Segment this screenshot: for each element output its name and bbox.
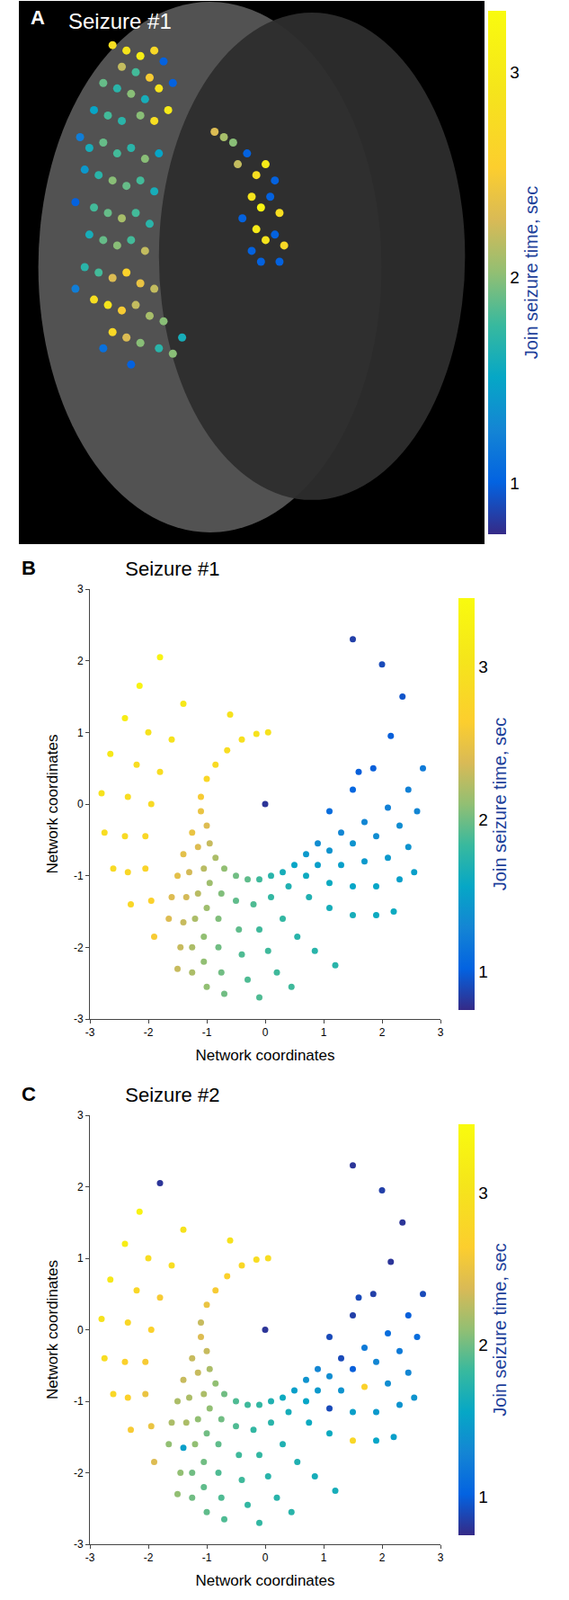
svg-text:0: 0 — [262, 1025, 269, 1039]
svg-text:Join seizure time, sec: Join seizure time, sec — [489, 1242, 510, 1415]
svg-text:B: B — [21, 556, 36, 579]
svg-text:0: 0 — [262, 1550, 269, 1564]
svg-text:Network coordinates: Network coordinates — [44, 1259, 62, 1399]
svg-text:Network coordinates: Network coordinates — [195, 1571, 336, 1589]
svg-text:Network coordinates: Network coordinates — [195, 1046, 336, 1064]
svg-text:3: 3 — [478, 657, 489, 676]
svg-text:-3: -3 — [73, 1537, 84, 1550]
svg-text:-2: -2 — [143, 1550, 154, 1564]
svg-text:2: 2 — [509, 267, 520, 287]
svg-text:2: 2 — [77, 654, 84, 667]
svg-text:3: 3 — [77, 582, 84, 596]
svg-text:1: 1 — [77, 1251, 84, 1264]
svg-text:1: 1 — [509, 473, 520, 493]
svg-text:Network coordinates: Network coordinates — [44, 734, 62, 874]
svg-text:Join seizure time, sec: Join seizure time, sec — [521, 186, 542, 359]
svg-text:2: 2 — [77, 1180, 84, 1193]
svg-text:0: 0 — [77, 1323, 84, 1336]
svg-text:2: 2 — [478, 1334, 489, 1354]
svg-text:1: 1 — [77, 726, 84, 739]
svg-text:0: 0 — [77, 797, 84, 810]
svg-text:3: 3 — [437, 1550, 445, 1564]
svg-text:Seizure #2: Seizure #2 — [124, 1083, 220, 1106]
svg-text:-1: -1 — [202, 1025, 213, 1039]
svg-text:-2: -2 — [73, 941, 84, 954]
svg-text:3: 3 — [77, 1108, 84, 1121]
svg-text:-1: -1 — [73, 869, 84, 882]
svg-text:-2: -2 — [143, 1025, 154, 1039]
svg-text:1: 1 — [478, 1486, 489, 1506]
svg-text:Seizure #1: Seizure #1 — [68, 8, 172, 34]
svg-text:3: 3 — [509, 62, 520, 82]
svg-text:-3: -3 — [85, 1550, 96, 1564]
svg-text:1: 1 — [320, 1550, 328, 1564]
svg-text:A: A — [30, 6, 45, 29]
svg-text:Seizure #1: Seizure #1 — [124, 557, 220, 580]
svg-text:3: 3 — [437, 1025, 445, 1039]
svg-text:C: C — [21, 1082, 36, 1105]
svg-text:-1: -1 — [73, 1394, 84, 1407]
svg-text:-2: -2 — [73, 1466, 84, 1479]
svg-text:2: 2 — [478, 809, 489, 829]
svg-text:-1: -1 — [202, 1550, 213, 1564]
svg-text:1: 1 — [478, 961, 489, 981]
svg-text:1: 1 — [320, 1025, 328, 1039]
svg-text:Join seizure time, sec: Join seizure time, sec — [489, 717, 510, 890]
svg-text:2: 2 — [379, 1025, 386, 1039]
svg-text:3: 3 — [478, 1182, 489, 1202]
svg-text:-3: -3 — [73, 1012, 84, 1025]
svg-text:2: 2 — [379, 1550, 386, 1564]
svg-text:-3: -3 — [85, 1025, 96, 1039]
